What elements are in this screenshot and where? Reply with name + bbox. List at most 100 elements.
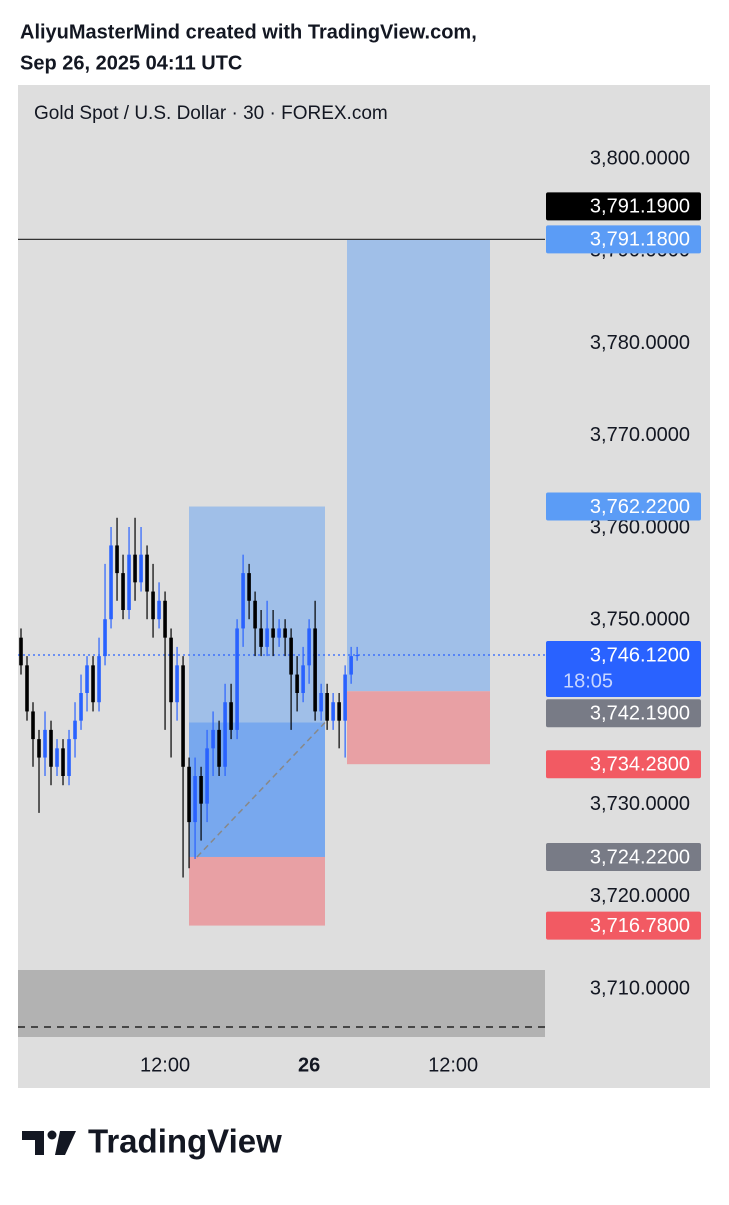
- price-axis: 3,710.0000 3,720.0000 3,730.0000 3,750.0000…: [140, 147, 701, 1076]
- candle-body: [49, 729, 53, 767]
- candle-body: [79, 692, 83, 721]
- candle-body: [157, 600, 161, 620]
- candle-body: [337, 702, 341, 721]
- price-label: 3,791.1800: [590, 229, 690, 251]
- price-label: 3,791.1900: [590, 196, 690, 218]
- price-label: 3,746.1200: [590, 644, 690, 666]
- candle-body: [181, 665, 185, 767]
- price-label-box: [546, 842, 701, 871]
- candle-body: [343, 674, 347, 721]
- price-label: 3,742.1900: [590, 703, 690, 725]
- candle-body: [205, 748, 209, 804]
- candle-body: [103, 619, 107, 657]
- price-label: 3,734.2800: [590, 753, 690, 775]
- logo-mark: [55, 1131, 76, 1155]
- candle-body: [55, 748, 59, 767]
- candle-body: [67, 739, 71, 777]
- author-line: AliyuMasterMind created with TradingView…: [20, 21, 477, 43]
- y-tick-label: 3,710.0000: [590, 977, 690, 999]
- candle-body: [313, 628, 317, 712]
- candle-body: [25, 665, 29, 712]
- price-label-box: [546, 699, 701, 728]
- x-tick-label: 26: [298, 1054, 320, 1076]
- candle-body: [259, 628, 263, 647]
- candle-body: [61, 748, 65, 777]
- candle-body: [127, 554, 131, 610]
- price-label-box: [546, 911, 701, 940]
- price-label-box: [546, 641, 701, 698]
- candle-body: [193, 776, 197, 823]
- candle-body: [277, 628, 281, 638]
- candle-body: [175, 665, 179, 703]
- candle-body: [43, 729, 47, 758]
- candle-body: [37, 739, 41, 758]
- candle-body: [187, 766, 191, 823]
- candle-body: [211, 729, 215, 749]
- candle-body: [91, 665, 95, 703]
- candle-body: [265, 628, 269, 647]
- candle-body: [283, 628, 287, 638]
- candle-body: [295, 674, 299, 693]
- price-label-box: [546, 225, 701, 254]
- stop-zone: [189, 856, 325, 926]
- x-tick-label: 12:00: [140, 1054, 190, 1076]
- candle-body: [289, 637, 293, 675]
- candle-body: [325, 692, 329, 721]
- candle-body: [229, 702, 233, 730]
- chart-title: Gold Spot / U.S. Dollar · 30 · FOREX.com: [34, 103, 388, 124]
- trade-path: [196, 721, 326, 858]
- candle-body: [301, 665, 305, 693]
- price-label: 3,724.2200: [590, 846, 690, 868]
- price-label: 3,762.2200: [590, 496, 690, 518]
- candle-body: [121, 573, 125, 610]
- candle-body: [247, 573, 251, 601]
- price-label-box: [546, 192, 701, 221]
- logo-mark: [47, 1130, 57, 1140]
- candle-body: [241, 573, 245, 629]
- candle-body: [169, 637, 173, 703]
- candle-body: [73, 720, 77, 740]
- candle-body: [217, 729, 221, 767]
- filled-zone: [189, 722, 325, 857]
- stop-zone: [347, 691, 490, 765]
- candle-body: [139, 554, 143, 583]
- date-line: Sep 26, 2025 04:11 UTC: [20, 52, 242, 74]
- price-label: 3,716.7800: [590, 915, 690, 937]
- candle-body: [307, 628, 311, 666]
- candle-body: [199, 776, 203, 804]
- y-tick-label: 3,720.0000: [590, 885, 690, 907]
- candle-body: [163, 600, 167, 638]
- brand: TradingView: [88, 1123, 282, 1160]
- candle-body: [151, 591, 155, 620]
- candle-body: [235, 628, 239, 730]
- price-label-box: [546, 750, 701, 779]
- candle-body: [85, 665, 89, 693]
- footer-logo: TradingView: [22, 1123, 282, 1160]
- lower-zone: [18, 970, 545, 1037]
- countdown: 18:05: [563, 670, 613, 692]
- candle-body: [19, 637, 23, 666]
- logo-mark: [22, 1131, 44, 1155]
- candle-body: [355, 655, 359, 657]
- candle-body: [223, 702, 227, 767]
- plot-area: [18, 238, 545, 926]
- candle-body: [331, 702, 335, 721]
- y-tick-label: 3,800.0000: [590, 147, 690, 169]
- candle-body: [109, 545, 113, 620]
- x-tick-label: 12:00: [428, 1054, 478, 1076]
- y-tick-label: 3,760.0000: [590, 516, 690, 538]
- candle-body: [349, 656, 353, 675]
- candle-body: [97, 656, 101, 703]
- candle-body: [319, 692, 323, 712]
- candle-body: [253, 600, 257, 629]
- price-label-box: [546, 492, 701, 521]
- candle-body: [115, 545, 119, 574]
- y-tick-label: 3,730.0000: [590, 793, 690, 815]
- candle-body: [271, 628, 275, 638]
- y-tick-label: 3,780.0000: [590, 332, 690, 354]
- candle-body: [145, 554, 149, 592]
- y-tick-label: 3,750.0000: [590, 608, 690, 630]
- candle-body: [133, 554, 137, 583]
